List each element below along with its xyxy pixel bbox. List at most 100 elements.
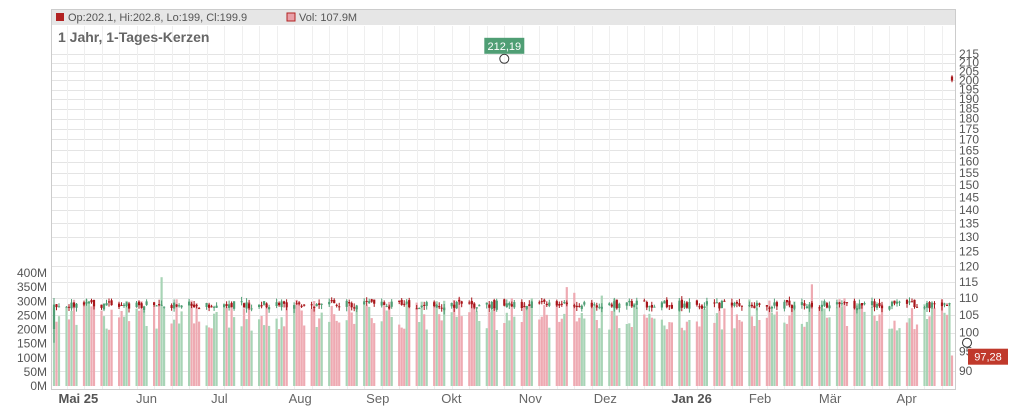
volume-bar	[333, 314, 336, 386]
volume-bar	[543, 305, 546, 386]
candle-body	[578, 305, 581, 307]
candle-body	[488, 304, 491, 308]
candle-body	[770, 306, 773, 309]
candle-body	[510, 304, 513, 307]
volume-bar	[250, 330, 253, 386]
price-tick-label: 125	[959, 244, 979, 258]
volume-bar	[443, 300, 446, 386]
volume-bar	[90, 306, 93, 386]
volume-bar	[790, 305, 793, 386]
candle-body	[685, 302, 688, 308]
volume-tick-label: 0M	[30, 379, 47, 393]
candle-body	[400, 299, 403, 305]
volume-bar	[215, 312, 218, 386]
volume-bar	[645, 317, 648, 386]
volume-bar	[565, 287, 568, 386]
candle-body	[433, 302, 436, 307]
candle-body	[380, 301, 383, 306]
volume-bar	[770, 312, 773, 386]
candle-body	[102, 303, 106, 310]
candle-body	[260, 305, 263, 307]
candle-body	[818, 307, 821, 309]
volume-bar	[740, 321, 743, 386]
candle-body	[348, 302, 351, 304]
low-label-text: 97,28	[974, 352, 1002, 364]
candle-body	[835, 302, 839, 305]
volume-bar	[578, 317, 581, 386]
price-tick-label: 160	[959, 155, 979, 169]
volume-bar	[283, 326, 286, 386]
price-tick-label: 210	[959, 56, 979, 70]
candle-body	[475, 307, 478, 309]
volume-bar	[275, 318, 278, 386]
volume-bar	[648, 313, 651, 386]
candle-body	[163, 306, 166, 308]
volume-bar	[775, 311, 778, 386]
volume-bar	[468, 312, 471, 386]
candle-body	[855, 308, 859, 311]
candle-body	[368, 301, 371, 304]
volume-bar	[175, 299, 178, 386]
volume-bar	[435, 301, 438, 386]
candle-body	[153, 302, 156, 306]
volume-bar	[633, 303, 636, 386]
volume-bar	[230, 304, 233, 386]
candle-body	[765, 305, 768, 307]
price-tick-label: 120	[959, 259, 979, 273]
volume-bar	[730, 304, 733, 386]
volume-bar	[153, 306, 156, 386]
candle-body	[625, 302, 628, 306]
volume-bar	[943, 312, 946, 386]
candle-body	[490, 301, 493, 309]
candle-body	[683, 303, 686, 308]
candle-body	[680, 299, 683, 308]
volume-bar	[158, 305, 161, 386]
volume-bar	[560, 318, 563, 386]
volume-bar	[510, 298, 513, 386]
candle-body	[723, 300, 726, 302]
volume-bar	[328, 321, 331, 386]
candle-body	[345, 300, 348, 307]
volume-bar	[643, 314, 646, 386]
plot-frame	[51, 9, 956, 390]
candle-body	[135, 302, 138, 308]
candle-body	[650, 305, 653, 308]
volume-bar	[345, 320, 348, 386]
candle-body	[538, 302, 541, 304]
candle-body	[558, 304, 561, 306]
axes: 9095100105110115120125130135140145150155…	[17, 47, 979, 406]
x-tick-label: Jun	[136, 391, 157, 406]
candle-body	[880, 305, 884, 309]
volume-bar	[613, 298, 616, 386]
volume-bar	[765, 317, 768, 386]
candle-body	[453, 304, 456, 308]
volume-tick-label: 50M	[24, 365, 47, 379]
volume-tick-label: 350M	[17, 280, 47, 294]
candle-body	[775, 302, 778, 307]
volume-bar	[193, 323, 196, 386]
candle-body	[678, 300, 681, 311]
candle-body	[858, 303, 861, 309]
candle-body	[123, 304, 126, 306]
candle-body	[443, 307, 446, 311]
volume-bar	[898, 328, 901, 386]
candle-body	[615, 299, 618, 309]
candle-body	[910, 301, 914, 303]
volume-bar	[140, 301, 143, 386]
volume-bar	[403, 328, 406, 386]
volume-bar	[505, 312, 508, 386]
volume-bar	[688, 320, 691, 386]
volume-bar	[178, 323, 181, 386]
volume-bar	[785, 323, 788, 386]
candle-body	[843, 302, 846, 304]
volume-bar	[685, 321, 688, 386]
candle-body	[705, 301, 708, 305]
volume-bar	[863, 311, 866, 386]
candle-body	[563, 302, 566, 304]
volume-bar	[268, 325, 271, 386]
volume-bar	[940, 299, 944, 386]
volume-bar	[363, 303, 366, 386]
volume-tick-label: 150M	[17, 337, 47, 351]
candle-body	[330, 300, 333, 302]
